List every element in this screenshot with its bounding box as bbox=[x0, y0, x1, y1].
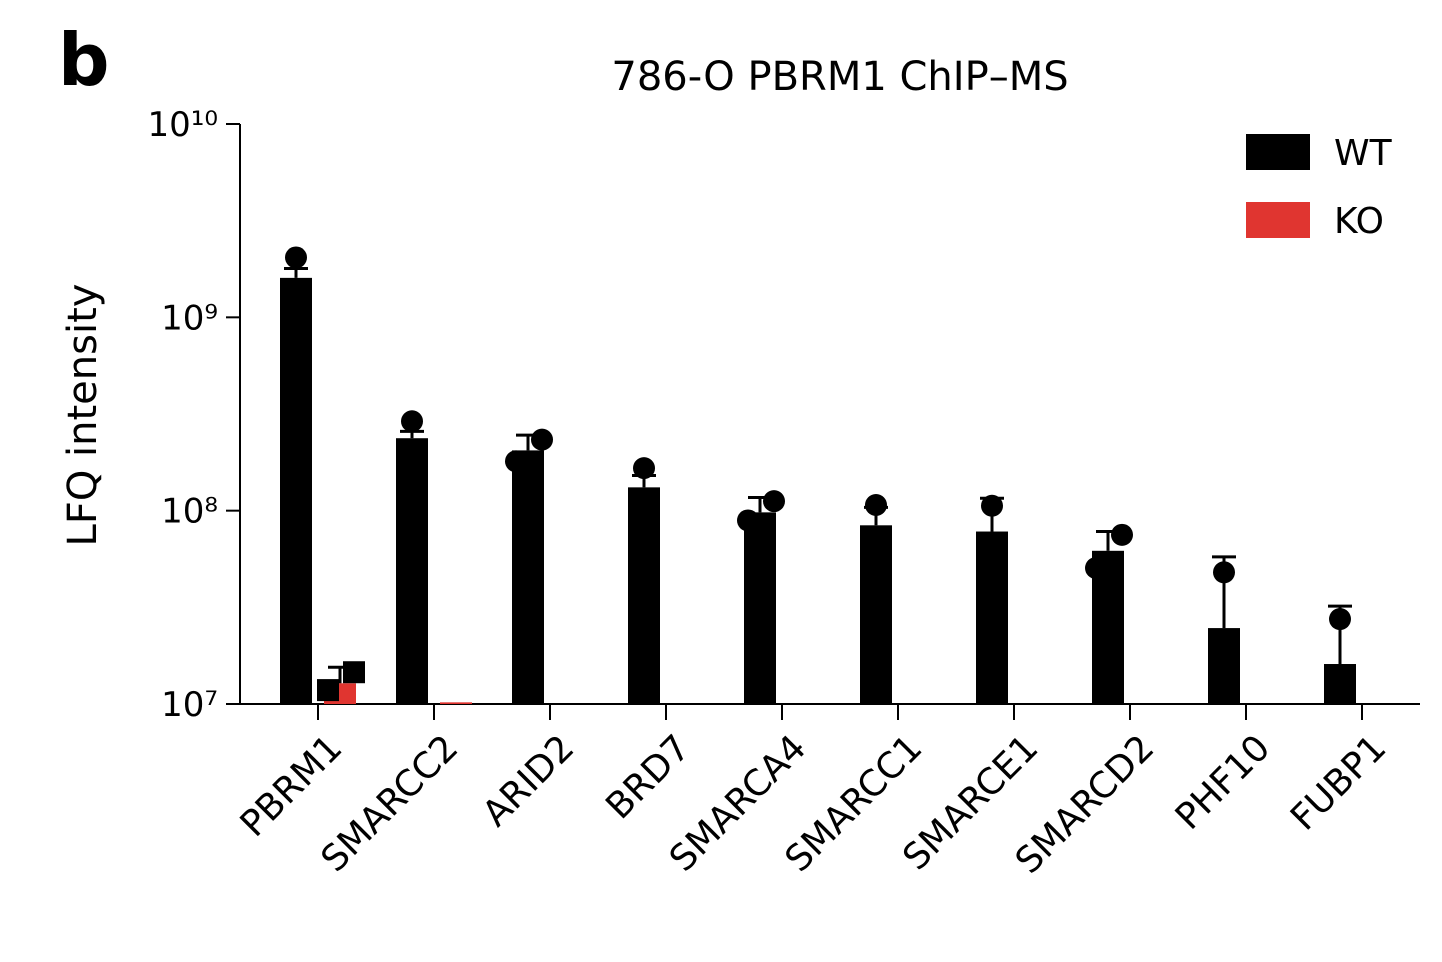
data-point bbox=[763, 490, 785, 513]
bar bbox=[396, 438, 428, 704]
bar bbox=[976, 531, 1008, 704]
data-point bbox=[317, 679, 339, 702]
legend-swatch bbox=[1246, 202, 1310, 238]
data-point bbox=[1329, 608, 1351, 631]
data-point bbox=[343, 661, 365, 684]
data-point bbox=[865, 493, 887, 516]
bar bbox=[1324, 664, 1356, 704]
data-point bbox=[633, 457, 655, 480]
y-tick-label: 10¹⁰ bbox=[147, 105, 218, 145]
bar bbox=[860, 525, 892, 704]
bar bbox=[744, 512, 776, 704]
x-tick-label: ARID2 bbox=[475, 727, 582, 834]
data-point bbox=[505, 450, 527, 473]
bar bbox=[628, 487, 660, 704]
x-tick-label: FUBP1 bbox=[1283, 727, 1394, 838]
y-axis-label: LFQ intensity bbox=[60, 284, 106, 547]
bar bbox=[512, 450, 544, 704]
data-point bbox=[285, 246, 307, 269]
chart-title: 786-O PBRM1 ChIP–MS bbox=[611, 54, 1068, 100]
x-tick-label: PHF10 bbox=[1168, 727, 1279, 838]
y-tick-label: 10⁸ bbox=[161, 492, 218, 532]
panel-label: b bbox=[58, 18, 110, 102]
data-point bbox=[981, 494, 1003, 517]
x-tick-label: PBRM1 bbox=[233, 727, 351, 845]
legend-label: WT bbox=[1334, 133, 1393, 174]
y-tick-label: 10⁷ bbox=[161, 685, 218, 725]
bar bbox=[440, 702, 472, 704]
data-point bbox=[401, 410, 423, 433]
y-tick-label: 10⁹ bbox=[161, 298, 218, 338]
legend-swatch bbox=[1246, 134, 1310, 170]
data-point bbox=[531, 428, 553, 451]
data-point bbox=[737, 509, 759, 532]
bar bbox=[1208, 628, 1240, 704]
x-tick-label: BRD7 bbox=[598, 727, 698, 827]
bar bbox=[280, 277, 312, 704]
data-point bbox=[1085, 557, 1107, 580]
data-point bbox=[1213, 561, 1235, 584]
legend-label: KO bbox=[1334, 201, 1384, 242]
data-point bbox=[1111, 523, 1133, 546]
